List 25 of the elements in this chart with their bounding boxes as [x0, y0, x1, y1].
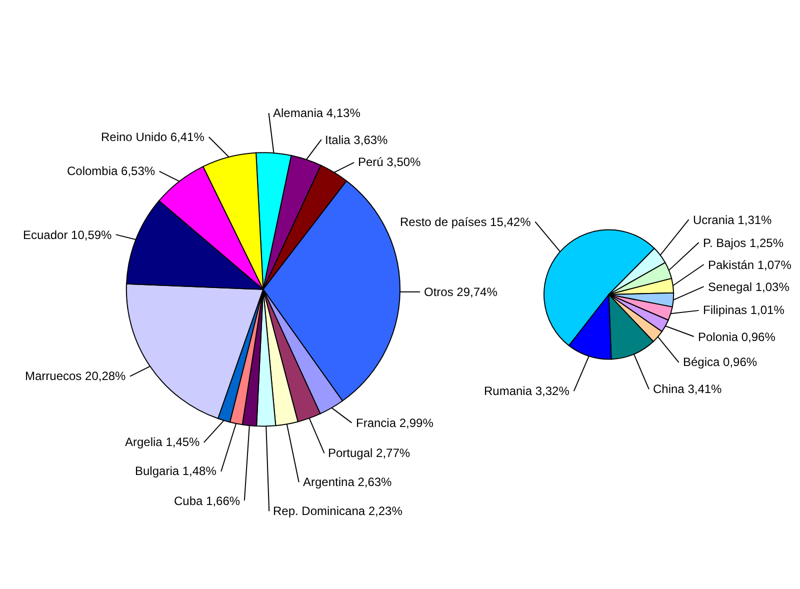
slice-label: Bulgaria 1,48%	[135, 464, 217, 478]
slice-label: Argelia 1,45%	[125, 435, 200, 449]
slice-label: Filipinas 1,01%	[703, 303, 785, 317]
slice-label: P. Bajos 1,25%	[703, 236, 784, 250]
slice-label: Colombia 6,53%	[67, 164, 156, 178]
slice-label: Otros 29,74%	[424, 285, 498, 299]
slice-label: Ucrania 1,31%	[693, 213, 772, 227]
slice-label: Marruecos 20,28%	[25, 369, 126, 383]
slice-label: Ecuador 10,59%	[23, 228, 112, 242]
slice-label: Polonia 0,96%	[698, 330, 776, 344]
slice-label: Argentina 2,63%	[303, 475, 392, 489]
slice-label: Bégica 0,96%	[683, 355, 758, 369]
slice-label: Francia 2,99%	[356, 416, 434, 430]
slice-label: China 3,41%	[653, 382, 722, 396]
slice-label: Portugal 2,77%	[328, 446, 410, 460]
slice-label: Pakistán 1,07%	[708, 258, 792, 272]
slice-label: Rumania 3,32%	[484, 384, 570, 398]
slice-label: Senegal 1,03%	[708, 280, 790, 294]
slice-label: Reino Unido 6,41%	[101, 130, 205, 144]
slice-label: Alemania 4,13%	[273, 106, 361, 120]
slice-label: Rep. Dominicana 2,23%	[273, 504, 403, 518]
slice-label: Resto de países 15,42%	[400, 215, 532, 229]
slice-label: Italia 3,63%	[325, 133, 388, 147]
slice-label: Cuba 1,66%	[174, 494, 240, 508]
slice-label: Perú 3,50%	[358, 155, 422, 169]
